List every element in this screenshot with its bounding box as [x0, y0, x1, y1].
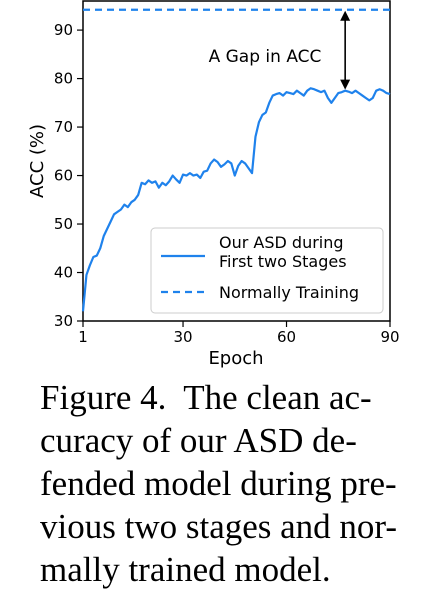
plot-frame — [82, 0, 391, 322]
y-tick-label-90: 90 — [54, 21, 73, 39]
y-tick-label-60: 60 — [54, 167, 73, 185]
x-tick-label-90: 90 — [380, 328, 399, 346]
y-tick-label-80: 80 — [54, 70, 73, 88]
caption-line-1: Figure 4. The clean ac- — [40, 378, 372, 417]
legend-label-asd: Our ASD during First two Stages — [219, 233, 347, 271]
x-tick-label-60: 60 — [277, 328, 296, 346]
x-tick-label-30: 30 — [173, 328, 192, 346]
caption-line-5: mally trained model. — [40, 550, 331, 589]
legend-box — [150, 227, 384, 314]
x-axis-label: Epoch — [208, 348, 263, 369]
asd-accuracy-line — [81, 87, 391, 312]
y-tick-label-30: 30 — [54, 312, 73, 330]
caption-line-4: vious two stages and nor- — [40, 507, 398, 546]
y-tick-label-50: 50 — [54, 215, 73, 233]
y-tick-label-40: 40 — [54, 264, 73, 282]
caption-line-3: fended model during pre- — [40, 464, 397, 503]
chart: 30 40 50 60 70 80 90 1 30 60 90 Our ASD during Firs… — [27, 0, 400, 369]
y-axis-label: ACC (%) — [27, 124, 48, 198]
gap-arrow-head-top — [340, 10, 351, 21]
caption-line-2: curacy of our ASD de- — [40, 421, 357, 460]
legend-label-normal: Normally Training — [219, 283, 359, 302]
chart-svg: 30 40 50 60 70 80 90 1 30 60 90 Our ASD during Firs… — [27, 0, 400, 369]
gap-arrow-head-bottom — [340, 79, 351, 90]
x-tick-label-1: 1 — [78, 328, 88, 346]
gap-annotation-label: A Gap in ACC — [209, 47, 322, 67]
y-tick-label-70: 70 — [54, 118, 73, 136]
figure-caption: Figure 4. The clean ac- curacy of our AS… — [40, 376, 405, 591]
